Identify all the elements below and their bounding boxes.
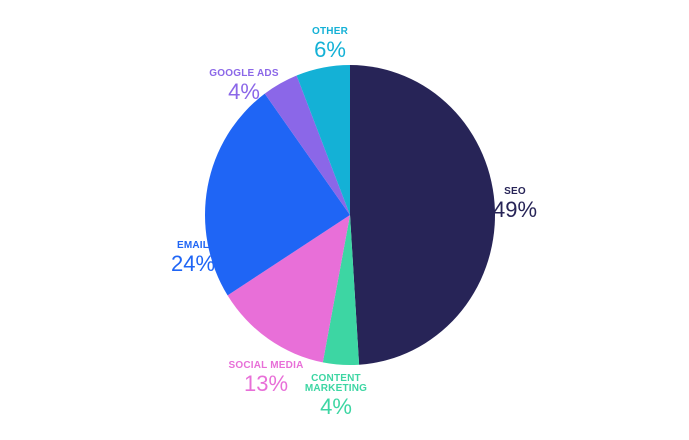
pie-slice bbox=[205, 93, 350, 296]
pie-slice bbox=[264, 75, 350, 215]
slice-label: GOOGLE ADS 4% bbox=[209, 69, 278, 103]
value-label: 6% bbox=[314, 37, 346, 62]
value-label: 49% bbox=[492, 197, 538, 222]
category-label: OTHER bbox=[312, 26, 348, 37]
slice-label: SEO 49% bbox=[493, 187, 537, 221]
category-label: EMAIL bbox=[176, 240, 210, 251]
slice-label: EMAIL 24% bbox=[171, 241, 215, 275]
category-label: SOCIAL MEDIA bbox=[228, 360, 304, 371]
slice-label: CONTENT MARKETING 4% bbox=[301, 374, 371, 418]
slice-label: OTHER 6% bbox=[312, 27, 348, 61]
pie-slice bbox=[227, 215, 350, 363]
pie-slice bbox=[322, 215, 360, 365]
pie-slice bbox=[350, 65, 496, 365]
category-label: SEO bbox=[504, 186, 526, 197]
value-label: 4% bbox=[228, 79, 260, 104]
slice-label: SOCIAL MEDIA 13% bbox=[229, 361, 304, 395]
value-label: 24% bbox=[170, 251, 216, 276]
category-label: GOOGLE ADS bbox=[209, 68, 279, 79]
pie-slice bbox=[296, 65, 350, 215]
value-label: 4% bbox=[320, 394, 352, 419]
category-label: CONTENT MARKETING bbox=[304, 373, 368, 394]
value-label: 13% bbox=[243, 371, 289, 396]
